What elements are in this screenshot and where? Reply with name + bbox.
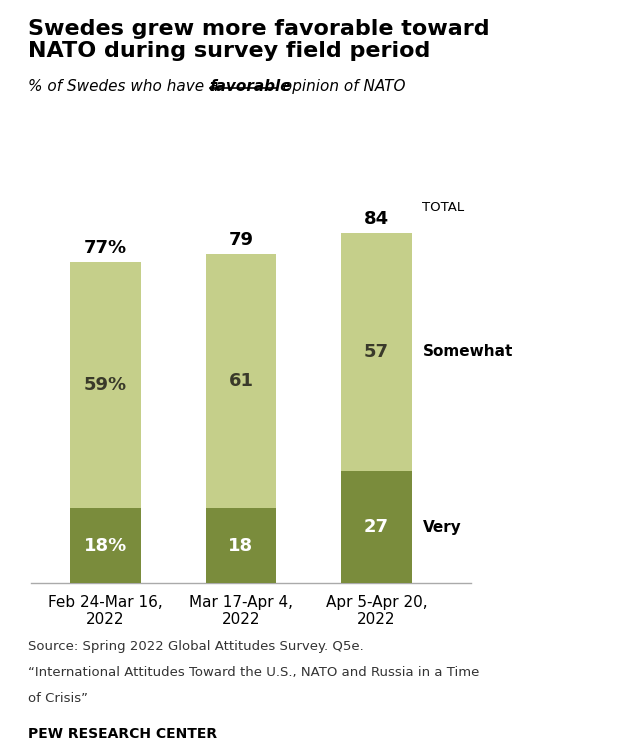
Text: Source: Spring 2022 Global Attitudes Survey. Q5e.: Source: Spring 2022 Global Attitudes Sur…: [28, 640, 364, 652]
Text: 61: 61: [228, 372, 254, 390]
Bar: [70, 262, 141, 509]
Text: 18: 18: [228, 537, 254, 555]
Text: Very: Very: [422, 520, 461, 535]
Text: 79: 79: [228, 231, 254, 249]
Bar: [206, 254, 276, 509]
Text: TOTAL: TOTAL: [422, 201, 464, 215]
Text: Somewhat: Somewhat: [422, 344, 513, 359]
Text: % of Swedes who have a: % of Swedes who have a: [28, 79, 223, 94]
Text: 27: 27: [364, 518, 389, 536]
Text: 59%: 59%: [84, 376, 127, 394]
Text: PEW RESEARCH CENTER: PEW RESEARCH CENTER: [28, 727, 217, 741]
Text: of Crisis”: of Crisis”: [28, 692, 88, 705]
Text: 18%: 18%: [84, 537, 127, 555]
Bar: [70, 509, 141, 583]
Text: “International Attitudes Toward the U.S., NATO and Russia in a Time: “International Attitudes Toward the U.S.…: [28, 666, 479, 678]
Text: favorable: favorable: [210, 79, 291, 94]
Bar: [341, 233, 412, 470]
Text: NATO during survey field period: NATO during survey field period: [28, 41, 430, 61]
Text: Swedes grew more favorable toward: Swedes grew more favorable toward: [28, 19, 490, 39]
Bar: [206, 509, 276, 583]
Text: 77%: 77%: [84, 239, 127, 257]
Text: 57: 57: [364, 343, 389, 361]
Bar: [341, 470, 412, 583]
Text: opinion of NATO: opinion of NATO: [278, 79, 405, 94]
Text: 84: 84: [364, 210, 389, 228]
